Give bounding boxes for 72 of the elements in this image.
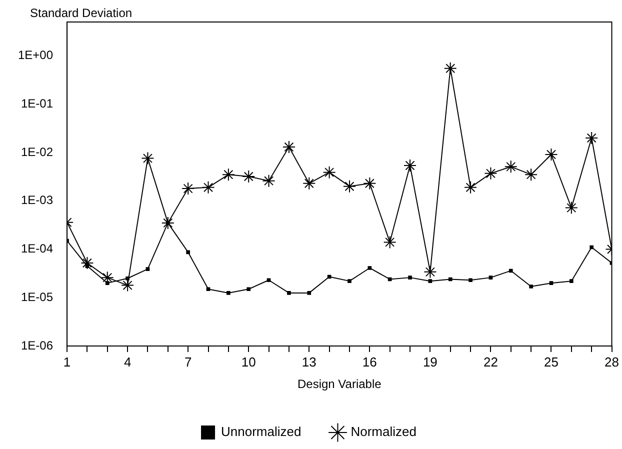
point [100,271,114,284]
point [262,174,276,188]
point [504,160,518,174]
point [448,277,452,282]
point [105,281,110,285]
point [383,236,396,249]
point [161,216,174,230]
point [266,278,271,282]
point [484,166,498,180]
point [302,176,316,190]
point [464,180,478,194]
point [348,279,352,283]
point [166,221,170,225]
x-tick-label: 25 [544,354,558,370]
point [488,276,493,280]
point [408,276,412,280]
y-tick-label: 1E-01 [21,96,54,110]
point [544,148,558,162]
point [585,131,598,144]
x-tick-label: 19 [422,354,438,370]
x-tick-label: 13 [302,354,316,370]
legend-label: Unnormalized [221,424,302,440]
y-tick-label: 1E-04 [21,242,54,256]
x-tick-label: 1 [63,354,71,370]
x-tick-label: 22 [483,354,498,370]
point [424,265,437,278]
x-tick-label: 7 [184,354,192,370]
point [242,170,256,183]
point [428,279,432,283]
point [468,278,472,282]
point [570,279,574,283]
point [80,256,94,270]
y-tick-label: 1E-05 [21,290,54,304]
point [85,264,90,268]
y-tick-label: 1E-06 [21,338,54,352]
x-tick-label: 16 [362,354,377,370]
point [206,287,210,292]
point [590,245,594,250]
point [307,291,312,295]
point [182,182,195,196]
point [226,291,230,295]
point [529,284,533,288]
point [287,291,291,295]
point [549,281,554,285]
point [246,287,251,292]
point [121,278,134,292]
x-tick-label: 4 [124,354,132,370]
point [363,176,376,190]
point [222,168,235,182]
x-axis-title: Design Variable [297,377,382,392]
point [282,140,296,154]
point [444,62,457,75]
y-tick-label: 1E+00 [18,48,54,62]
x-tick-label: 28 [604,354,620,370]
y-tick-label: 1E-03 [21,193,54,208]
point [186,250,190,254]
point [126,276,130,280]
point [388,277,392,282]
point [524,168,538,182]
point [508,268,513,273]
point [202,180,215,194]
chart-title: Standard Deviation [30,6,132,20]
point [564,201,578,214]
point [368,266,372,270]
point [342,180,356,193]
point [404,158,417,172]
point [141,152,154,165]
y-tick-label: 1E-02 [21,144,54,159]
point [322,166,336,179]
x-tick-label: 10 [241,354,256,370]
point [146,267,150,271]
legend-label: Normalized [350,424,416,440]
